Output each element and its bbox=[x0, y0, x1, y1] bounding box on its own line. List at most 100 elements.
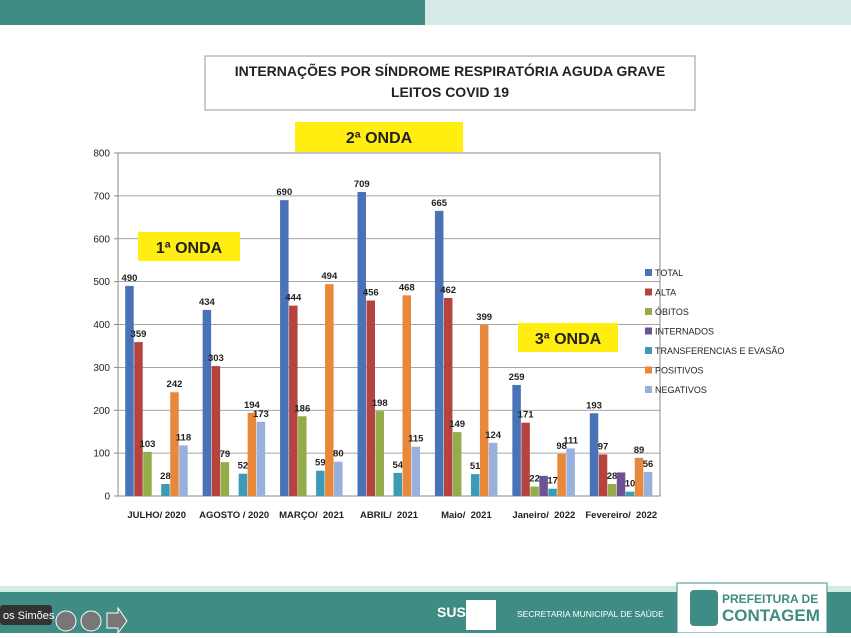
chart-subtitle: LEITOS COVID 19 bbox=[391, 84, 509, 100]
bar bbox=[334, 461, 343, 496]
value-label: 359 bbox=[131, 329, 147, 340]
value-label: 494 bbox=[321, 271, 338, 282]
value-label: 56 bbox=[643, 459, 654, 470]
value-label: 89 bbox=[634, 445, 645, 456]
value-label: 124 bbox=[485, 430, 502, 441]
bar bbox=[289, 305, 298, 496]
value-label: 54 bbox=[392, 460, 403, 471]
annotation-box bbox=[138, 232, 240, 261]
x-tick-label: MARÇO/ 2021 bbox=[279, 510, 345, 521]
bar bbox=[411, 446, 420, 496]
x-tick-label: Janeiro/ 2022 bbox=[512, 510, 575, 521]
y-tick-label: 400 bbox=[93, 320, 110, 331]
y-tick-label: 0 bbox=[104, 492, 110, 503]
toolbar-button[interactable] bbox=[106, 606, 128, 635]
legend-label: TOTAL bbox=[655, 268, 683, 278]
bar bbox=[134, 342, 143, 496]
bar bbox=[170, 392, 179, 496]
legend-label: ALTA bbox=[655, 288, 676, 298]
value-label: 665 bbox=[431, 198, 448, 209]
bar bbox=[452, 432, 462, 496]
value-label: 17 bbox=[547, 476, 558, 487]
toolbar-button[interactable] bbox=[55, 610, 77, 632]
bar bbox=[625, 491, 635, 496]
y-tick-label: 200 bbox=[93, 406, 110, 417]
participant-tag bbox=[0, 605, 52, 625]
value-label: 103 bbox=[140, 439, 156, 450]
logo-text: PREFEITURA DE bbox=[722, 592, 818, 606]
bar bbox=[434, 210, 444, 496]
bar bbox=[488, 442, 498, 496]
value-label: 52 bbox=[238, 461, 249, 472]
value-label: 149 bbox=[449, 419, 465, 430]
x-tick-label: ABRIL/ 2021 bbox=[360, 510, 419, 521]
value-label: 462 bbox=[440, 285, 456, 296]
value-label: 399 bbox=[476, 312, 492, 323]
value-label: 259 bbox=[509, 372, 525, 383]
x-tick-label: JULHO/ 2020 bbox=[127, 510, 186, 521]
value-label: 10 bbox=[625, 479, 636, 490]
bar bbox=[616, 472, 626, 496]
toolbar-button[interactable] bbox=[80, 610, 102, 632]
title-box bbox=[204, 55, 696, 111]
value-label: 111 bbox=[563, 435, 579, 446]
x-tick-label: AGOSTO / 2020 bbox=[199, 510, 269, 521]
value-label: 51 bbox=[470, 461, 481, 472]
y-tick-label: 500 bbox=[93, 277, 110, 288]
chart-title: INTERNAÇÕES POR SÍNDROME RESPIRATÓRIA AG… bbox=[235, 62, 665, 79]
value-label: 709 bbox=[354, 179, 370, 190]
bar bbox=[280, 200, 289, 496]
bar bbox=[539, 475, 548, 496]
bar bbox=[179, 445, 188, 496]
value-label: 79 bbox=[220, 449, 231, 460]
annotation-box bbox=[295, 122, 463, 152]
legend-swatch bbox=[645, 386, 652, 393]
legend-swatch bbox=[645, 347, 652, 354]
value-label: 198 bbox=[372, 398, 388, 409]
y-tick-label: 100 bbox=[93, 449, 110, 460]
x-tick-label: Fevereiro/ 2022 bbox=[585, 510, 657, 521]
participant-name: os Simões bbox=[3, 610, 55, 622]
value-label: 444 bbox=[285, 293, 302, 304]
value-label: 242 bbox=[167, 379, 183, 390]
bar bbox=[393, 472, 402, 496]
legend-swatch bbox=[645, 288, 652, 296]
bar bbox=[530, 486, 539, 496]
legend-label: POSITIVOS bbox=[655, 366, 704, 376]
bar bbox=[211, 366, 221, 496]
bar bbox=[316, 470, 325, 496]
footer-stripe bbox=[0, 586, 851, 592]
bar bbox=[357, 192, 366, 497]
value-label: 97 bbox=[598, 441, 609, 452]
legend-label: TRANSFERENCIAS E EVASÃO bbox=[655, 346, 784, 356]
y-tick-label: 800 bbox=[93, 149, 110, 160]
bar bbox=[366, 300, 375, 496]
value-label: 59 bbox=[315, 458, 326, 469]
bar bbox=[548, 488, 557, 496]
value-label: 193 bbox=[586, 400, 602, 411]
bar bbox=[256, 421, 266, 496]
bar bbox=[125, 285, 134, 496]
annotation-box bbox=[518, 323, 618, 352]
legend-label: INTERNADOS bbox=[655, 327, 714, 337]
legend-swatch bbox=[645, 308, 652, 315]
bar bbox=[598, 454, 608, 496]
logo-text: CONTAGEM bbox=[722, 606, 820, 625]
value-label: 115 bbox=[408, 434, 424, 445]
top-bar-dark bbox=[0, 0, 425, 25]
bar bbox=[589, 413, 599, 496]
value-label: 468 bbox=[399, 282, 415, 293]
annotation: 3ª ONDA bbox=[535, 331, 602, 348]
x-tick-label: Maio/ 2021 bbox=[441, 510, 492, 521]
bar bbox=[607, 483, 617, 496]
bar bbox=[479, 324, 489, 496]
value-label: 690 bbox=[276, 187, 292, 198]
bar bbox=[643, 471, 653, 496]
y-tick-label: 600 bbox=[93, 234, 110, 245]
legend-label: NEGATIVOS bbox=[655, 385, 707, 395]
bar bbox=[512, 384, 521, 496]
y-tick-label: 300 bbox=[93, 363, 110, 374]
value-label: 98 bbox=[556, 441, 567, 452]
value-label: 194 bbox=[244, 400, 261, 411]
